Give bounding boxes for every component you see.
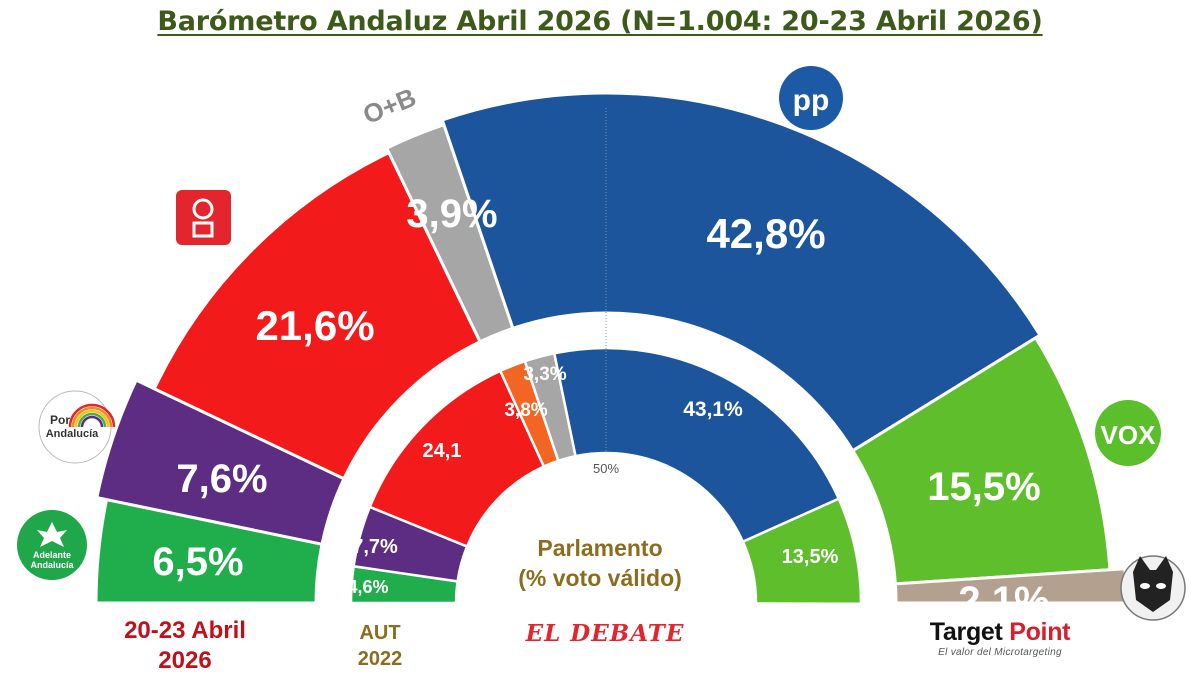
obligo-tag: O+B	[359, 82, 420, 130]
half-reference-label: 50%	[593, 461, 619, 476]
svg-text:VOX: VOX	[1101, 420, 1157, 450]
vox-logo-icon: VOX	[1095, 400, 1161, 466]
inner-slice-pp	[552, 346, 841, 544]
inner-ring-date-label: AUT 2022	[330, 620, 430, 672]
inner-label-cs: 3,3%	[523, 364, 566, 385]
center-label: Parlamento (% voto válido)	[470, 533, 730, 593]
psoe-rose-icon	[176, 190, 231, 245]
inner-label-pp: 43,1%	[683, 398, 743, 421]
outer-label-vox: 15,5%	[927, 465, 1040, 509]
inner-label-psoe: 24,1	[423, 440, 462, 462]
svg-text:Por: Por	[50, 413, 70, 427]
outer-label-psoe: 21,6%	[255, 302, 374, 349]
inner-label-o-b: 3,8%	[504, 400, 547, 421]
outer-label-o-b: 3,9%	[406, 192, 497, 236]
inner-label-por-andalucia: 7,7%	[352, 536, 398, 558]
svg-text:Adelante: Adelante	[33, 550, 71, 560]
outer-label-pp: 42,8%	[706, 210, 825, 257]
outer-ring-date-label: 20-23 Abril 2026	[105, 616, 265, 676]
brand-name-part-2: Point	[1009, 618, 1071, 646]
center-label-line-2: (% voto válido)	[518, 565, 682, 591]
inner-label-adelante-andalucia: 4,6%	[347, 577, 388, 597]
aut-line-1: AUT	[359, 622, 401, 644]
outer-label-por-andalucia: 7,6%	[176, 457, 267, 501]
center-label-line-1: Parlamento	[537, 535, 663, 561]
outer-label-otros: 2,1%	[958, 579, 1049, 623]
svg-text:Andalucía: Andalucía	[46, 428, 99, 440]
svg-text:Andalucía: Andalucía	[30, 560, 74, 570]
pp-logo-icon: pp	[779, 66, 843, 130]
brand-logo: Target Point El valor del Microtargeting	[900, 618, 1100, 658]
date-line-2: 2026	[158, 647, 212, 674]
brand-name-part-1: Target	[929, 618, 1010, 646]
masked-animal-icon	[1120, 555, 1186, 621]
outer-slice-por-andalucia	[95, 378, 346, 546]
outer-label-adelante-andalucia: 6,5%	[152, 540, 243, 584]
inner-label-vox: 13,5%	[782, 546, 839, 568]
inner-slice-vox	[741, 497, 863, 606]
aut-line-2: 2022	[357, 648, 403, 670]
publisher-logo: EL DEBATE	[525, 620, 685, 647]
outer-slice-psoe	[152, 150, 483, 481]
svg-text:pp: pp	[793, 84, 830, 117]
outer-slice-pp	[440, 91, 1043, 453]
date-line-1: 20-23 Abril	[124, 617, 246, 644]
brand-tagline: El valor del Microtargeting	[938, 647, 1062, 658]
chart-title: Barómetro Andaluz Abril 2026 (N=1.004: 2…	[157, 6, 1043, 37]
